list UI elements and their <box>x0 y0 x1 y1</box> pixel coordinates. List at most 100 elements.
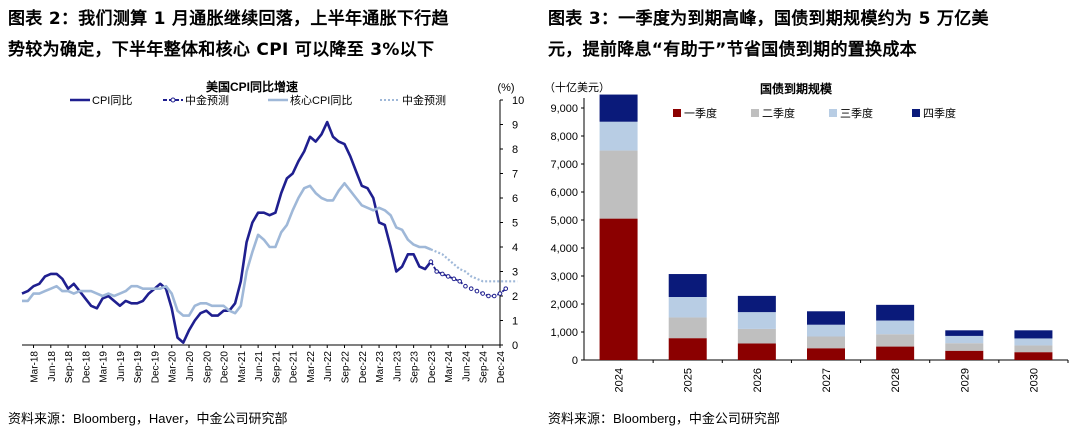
bar-segment <box>737 312 776 329</box>
bar-segment <box>599 121 638 151</box>
x-tick-label: Mar-23 <box>375 351 386 383</box>
forecast-point <box>440 271 445 277</box>
bar-segment <box>668 317 707 339</box>
series-line-2 <box>22 182 432 317</box>
y-tick-label: 1,000 <box>550 327 578 339</box>
bar-segment <box>945 330 984 336</box>
left-figure-title: 图表 2：我们测算 1 月通胀继续回落，上半年通胀下行趋 势较为确定，下半年整体… <box>8 4 536 66</box>
y-tick-label: 0 <box>572 355 578 367</box>
forecast-point <box>468 286 474 291</box>
legend-label-0: 一季度 <box>684 106 717 120</box>
y-tick-label: 2 <box>512 291 518 303</box>
x-tick-label: Dec-19 <box>150 351 161 384</box>
bar-segment <box>737 328 776 344</box>
legend-label-0: CPI同比 <box>92 94 132 107</box>
bar-segment <box>668 274 707 297</box>
y-axis-unit: (%) <box>497 82 514 94</box>
x-tick-label: Jun-20 <box>185 351 196 382</box>
legend-label-3: 四季度 <box>923 106 956 120</box>
y-tick-label: 5 <box>512 218 518 230</box>
y-tick-label: 4 <box>512 242 518 254</box>
left-source-note: 资料来源：Bloomberg，Haver，中金公司研究部 <box>8 411 288 426</box>
x-tick-label: Sep-19 <box>133 351 144 384</box>
bar-segment <box>945 343 984 351</box>
right-title-line2: 元，提前降息“有助于”节省国债到期的置换成本 <box>548 40 917 60</box>
x-tick-label: Jun-22 <box>323 351 334 382</box>
bar-segment <box>945 350 984 360</box>
x-tick-label: Dec-22 <box>358 351 369 384</box>
y-tick-label: 0 <box>512 340 518 352</box>
x-tick-label: Dec-23 <box>427 351 438 384</box>
legend-swatch-0 <box>673 109 681 117</box>
bar-segment <box>668 297 707 318</box>
x-tick-label: Mar-24 <box>444 351 455 383</box>
y-tick-label: 6,000 <box>550 187 578 199</box>
bar-segment <box>1014 345 1053 353</box>
bar-segment <box>807 324 845 337</box>
bar-segment <box>737 343 776 360</box>
chart-bars <box>599 94 1053 360</box>
bar-segment <box>876 320 915 335</box>
series-line-1 <box>430 261 507 297</box>
bar-segment <box>807 336 845 349</box>
chart-title: 国债到期规模 <box>760 81 833 96</box>
x-tick-label: Jun-24 <box>461 351 472 382</box>
forecast-point <box>434 269 439 274</box>
right-figure-title: 图表 3：一季度为到期高峰，国债到期规模约为 5 万亿美 元，提前降息“有助于”… <box>548 4 1076 66</box>
y-tick-label: 7,000 <box>550 159 578 171</box>
legend-swatch-3 <box>912 109 920 117</box>
y-tick-label: 5,000 <box>550 215 578 227</box>
bar-segment <box>1014 338 1053 346</box>
x-tick-label: Dec-20 <box>220 351 231 384</box>
chart-axes: 0 1,000 2,000 3,000 4,000 5,000 6,000 7,000 8,00… <box>550 98 1069 392</box>
legend-label-3: 中金预测 <box>402 93 446 107</box>
x-tick-label: Jun-18 <box>47 351 58 382</box>
chart-legend: CPI同比 中金预测 核心CPI同比 中金预测 <box>70 93 446 107</box>
forecast-point <box>480 291 486 296</box>
x-tick-label: Sep-20 <box>202 351 213 384</box>
forecast-point <box>497 291 503 296</box>
bar-segment <box>1014 330 1053 339</box>
x-tick-label: 2028 <box>890 368 902 392</box>
x-tick-label: Jun-23 <box>392 351 403 382</box>
bar-segment <box>599 150 638 219</box>
y-tick-label: 8,000 <box>550 131 578 143</box>
bar-segment <box>668 338 707 360</box>
x-tick-label: Mar-21 <box>237 351 248 383</box>
x-tick-label: Mar-19 <box>99 351 110 383</box>
y-tick-label: 2,000 <box>550 299 578 311</box>
right-figure: 图表 3：一季度为到期高峰，国债到期规模约为 5 万亿美 元，提前降息“有助于”… <box>540 0 1080 434</box>
right-source-note: 资料来源：Bloomberg，中金公司研究部 <box>548 411 780 426</box>
y-tick-label: 6 <box>512 193 518 205</box>
y-tick-label: 1 <box>512 316 518 328</box>
x-tick-label: Mar-18 <box>30 351 41 383</box>
bar-segment <box>876 334 915 347</box>
y-tick-label: 3,000 <box>550 271 578 283</box>
bar-segment <box>807 348 845 360</box>
x-tick-label: Sep-18 <box>64 351 75 384</box>
x-tick-label: Mar-22 <box>306 351 317 383</box>
bar-segment <box>737 295 776 313</box>
y-tick-label: 4,000 <box>550 243 578 255</box>
x-tick-label: Sep-21 <box>271 351 282 384</box>
x-tick-label: Sep-24 <box>479 351 490 384</box>
forecast-point <box>457 279 462 284</box>
y-tick-label: 3 <box>512 267 518 279</box>
x-tick-label: Dec-21 <box>289 351 300 384</box>
x-tick-label: 2029 <box>959 368 971 392</box>
forecast-point <box>474 288 480 294</box>
bar-segment <box>599 218 638 360</box>
chart-axes: 0 1 2 3 4 5 6 7 8 9 10 Mar-18 Jun-18 Sep-18 Dec-18 Mar-… <box>22 95 524 383</box>
x-tick-label: 2025 <box>683 368 695 392</box>
y-tick-label: 10 <box>512 95 524 107</box>
x-tick-label: 2027 <box>821 368 833 392</box>
y-axis-unit: （十亿美元） <box>544 80 610 94</box>
chart-series <box>21 120 518 344</box>
bar-segment <box>876 304 915 321</box>
bar-segment <box>1014 352 1053 360</box>
x-tick-label: Dec-18 <box>81 351 92 384</box>
y-tick-label: 7 <box>512 169 518 181</box>
forecast-point <box>451 276 457 282</box>
bar-segment <box>807 311 845 325</box>
treasury-maturity-bar-chart: （十亿美元） 国债到期规模 一季度 二季度 三季度 四季度 0 1,000 2,000 3,… <box>544 80 1069 392</box>
